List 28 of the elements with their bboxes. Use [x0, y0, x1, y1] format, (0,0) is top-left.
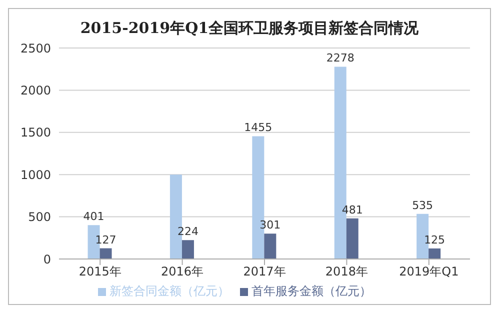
data-label: 481 — [342, 203, 363, 216]
y-tick-label: 1500 — [20, 126, 51, 140]
legend-label: 新签合同金额（亿元） — [110, 284, 230, 298]
x-tick-label: 2016年 — [161, 264, 204, 279]
legend-label: 首年服务金额（亿元） — [252, 284, 372, 298]
bar — [100, 248, 112, 259]
y-tick-label: 500 — [28, 210, 51, 224]
y-tick-label: 1000 — [20, 168, 51, 182]
y-tick-label: 0 — [43, 252, 51, 266]
data-label: 127 — [95, 233, 116, 246]
data-label: 224 — [177, 225, 198, 238]
chart-title: 2015-2019年Q1全国环卫服务项目新签合同情况 — [79, 19, 420, 38]
data-label: 125 — [424, 233, 446, 246]
data-label: 1455 — [244, 121, 272, 134]
x-tick-label: 2015年 — [78, 264, 122, 279]
bar — [182, 240, 194, 259]
y-tick-label: 2000 — [20, 83, 51, 98]
x-tick-label: 2017年 — [243, 264, 286, 279]
data-label: 2278 — [326, 52, 354, 65]
data-label: 301 — [260, 218, 281, 232]
x-tick-label: 2019年Q1 — [399, 264, 459, 279]
bar — [264, 234, 276, 259]
data-label: 401 — [83, 210, 104, 224]
y-tick-label: 2500 — [20, 41, 51, 56]
data-label: 535 — [412, 198, 434, 212]
bar — [346, 218, 358, 259]
bar — [428, 248, 441, 259]
x-tick-label: 2018年 — [325, 264, 368, 279]
